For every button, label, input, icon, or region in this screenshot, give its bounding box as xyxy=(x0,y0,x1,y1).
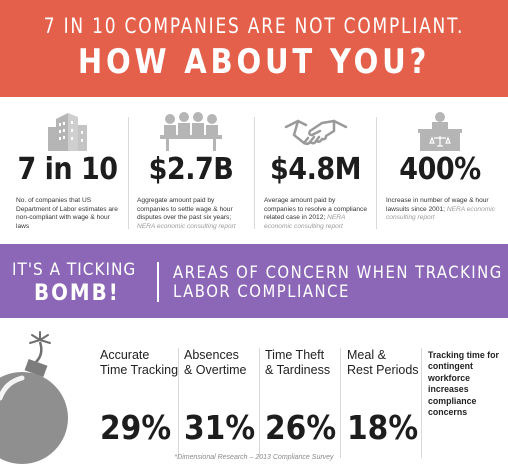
concern-label: Accurate Time Tracking xyxy=(100,348,180,378)
stat-text: No. of companies that US Department of L… xyxy=(16,197,118,230)
stat-text: Increase in number of wage & hour lawsui… xyxy=(386,197,489,213)
stat-value: 400% xyxy=(399,152,481,187)
concern-label-line: & Overtime xyxy=(184,363,247,377)
handshake-icon xyxy=(258,111,373,151)
concern-percent: 31% xyxy=(184,408,256,447)
divider xyxy=(254,117,255,229)
concern-percent: 18% xyxy=(347,408,419,447)
ticking-heading-line-1: IT'S A TICKING xyxy=(12,260,137,280)
concern-label-line: Meal & xyxy=(347,348,386,362)
stat-lawsuit-increase: 400% Increase in number of wage & hour l… xyxy=(380,97,500,244)
stat-description: No. of companies that US Department of L… xyxy=(16,197,121,231)
stat-text: Average amount paid by companies to reso… xyxy=(264,197,367,222)
contingent-workforce-note: Tracking time for contingent workforce i… xyxy=(428,350,499,418)
footnote: *Dimensional Research – 2013 Compliance … xyxy=(174,454,334,461)
ticking-heading-line-2: BOMB! xyxy=(34,281,120,306)
stat-description: Aggregate amount paid by companies to se… xyxy=(137,197,247,231)
concern-label: Absences & Overtime xyxy=(184,348,260,378)
concerns-section: Accurate Time Tracking 29% Absences & Ov… xyxy=(0,318,508,473)
divider xyxy=(421,348,422,458)
ticking-bomb-band: IT'S A TICKING BOMB! AREAS OF CONCERN WH… xyxy=(0,244,508,318)
stat-average-amount: $4.8M Average amount paid by companies t… xyxy=(258,97,373,244)
buildings-icon xyxy=(10,111,125,151)
stat-value: $2.7B xyxy=(148,152,234,187)
concern-time-tracking: Accurate Time Tracking 29% xyxy=(100,348,180,458)
meeting-table-icon xyxy=(131,111,251,151)
concern-heading: AREAS OF CONCERN WHEN TRACKING LABOR COM… xyxy=(173,263,503,301)
header-banner: 7 IN 10 COMPANIES ARE NOT COMPLIANT. HOW… xyxy=(0,0,508,97)
concern-time-theft: Time Theft & Tardiness 26% xyxy=(265,348,341,458)
stat-text: Aggregate amount paid by companies to se… xyxy=(137,197,233,222)
concern-heading-line-1: AREAS OF CONCERN WHEN TRACKING xyxy=(173,263,503,282)
court-judge-icon xyxy=(380,111,500,151)
stat-citation: NERA economic consulting report xyxy=(137,222,236,230)
divider xyxy=(128,117,129,229)
stat-description: Average amount paid by companies to reso… xyxy=(264,197,369,231)
stat-description: Increase in number of wage & hour lawsui… xyxy=(386,197,496,223)
divider xyxy=(376,117,377,229)
concern-label-line: Time Tracking xyxy=(100,363,179,377)
stat-citation: NERA economic consulting report xyxy=(264,214,346,230)
concern-label-line: Time Theft xyxy=(265,348,325,362)
bomb-icon xyxy=(0,318,90,473)
stat-aggregate-amount: $2.7B Aggregate amount paid by companies… xyxy=(131,97,251,244)
divider xyxy=(178,348,179,458)
concern-label: Meal & Rest Periods xyxy=(347,348,421,378)
header-line-1: 7 IN 10 COMPANIES ARE NOT COMPLIANT. xyxy=(43,14,465,38)
concern-label-line: Rest Periods xyxy=(347,363,419,377)
divider xyxy=(340,348,341,458)
concern-absences-overtime: Absences & Overtime 31% xyxy=(184,348,260,458)
stat-value: 7 in 10 xyxy=(17,152,118,187)
concern-label: Time Theft & Tardiness xyxy=(265,348,341,378)
stat-value: $4.8M xyxy=(270,152,361,187)
stat-citation: NERA economic consulting report xyxy=(386,205,495,222)
header-line-2: HOW ABOUT YOU? xyxy=(77,42,431,82)
band-divider xyxy=(157,262,159,302)
concern-meal-rest: Meal & Rest Periods 18% xyxy=(347,348,421,458)
concern-percent: 26% xyxy=(265,408,337,447)
stat-companies: 7 in 10 No. of companies that US Departm… xyxy=(10,97,125,244)
stats-row: 7 in 10 No. of companies that US Departm… xyxy=(0,97,508,244)
concern-heading-line-2: LABOR COMPLIANCE xyxy=(173,282,350,301)
concern-label-line: Accurate xyxy=(100,348,150,362)
concern-label-line: & Tardiness xyxy=(265,363,331,377)
concern-label-line: Absences xyxy=(184,348,239,362)
divider xyxy=(259,348,260,458)
concern-percent: 29% xyxy=(100,408,172,447)
